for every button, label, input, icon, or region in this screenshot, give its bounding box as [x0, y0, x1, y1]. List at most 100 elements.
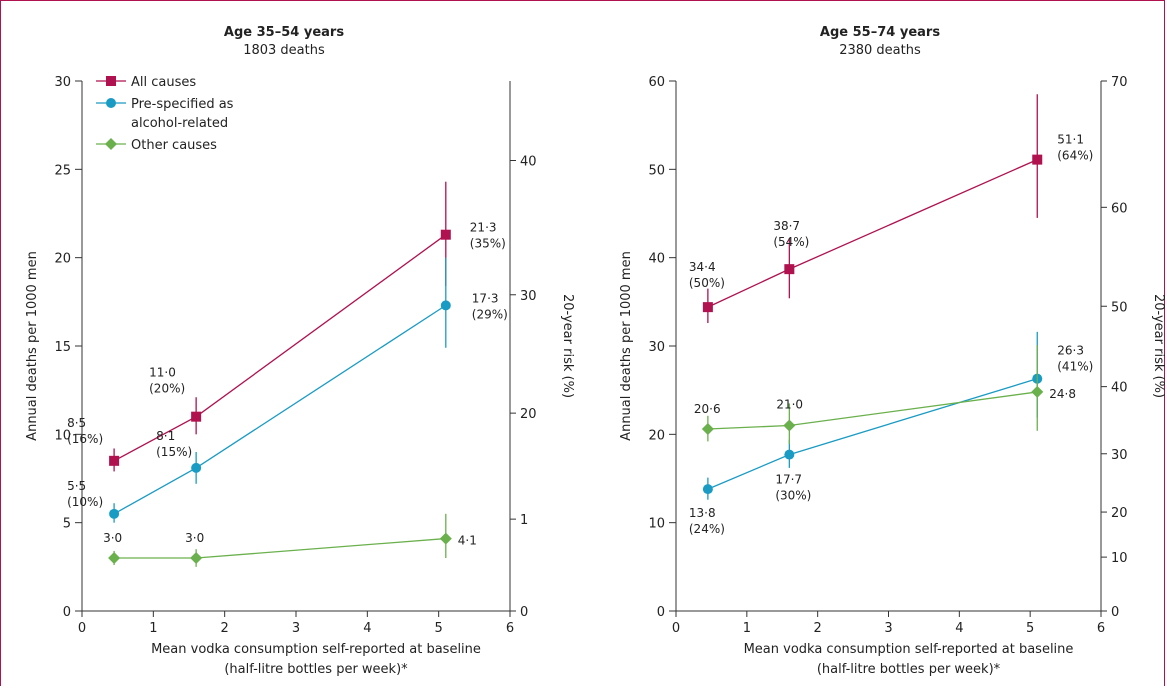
right-tick-label: 0 — [1111, 605, 1119, 620]
data-label: 34·4 — [689, 260, 716, 274]
series-other: 20·6 21·0 24·8 — [694, 345, 1076, 445]
series-line — [707, 378, 1038, 490]
data-label-risk: (64%) — [1057, 149, 1093, 163]
data-point-diamond — [439, 532, 452, 545]
series-line — [707, 391, 1038, 430]
x-tick-label: 2 — [814, 621, 822, 636]
right-tick-label: 50 — [1111, 300, 1128, 315]
data-point-square — [1032, 154, 1043, 165]
data-label: 38·7 — [773, 219, 800, 233]
data-label: 21·3 — [470, 221, 497, 235]
y-tick-label: 30 — [648, 340, 665, 355]
x-tick-label: 4 — [955, 621, 963, 636]
right-tick-label: 0 — [520, 605, 528, 620]
data-label: 17·7 — [775, 473, 802, 487]
y-tick-label: 5 — [63, 517, 71, 532]
y-tick-label: 0 — [657, 605, 665, 620]
right-tick-label: 30 — [1111, 448, 1128, 463]
series-line — [113, 304, 447, 515]
data-label: 21·0 — [776, 398, 803, 412]
data-label: 20·6 — [694, 402, 721, 416]
x-tick-label: 1 — [149, 621, 157, 636]
y-tick-label: 60 — [648, 75, 665, 90]
data-label-risk: (30%) — [775, 489, 811, 503]
right-tick-label: 10 — [1111, 551, 1128, 566]
data-label-risk: (20%) — [149, 382, 185, 396]
data-point-circle — [191, 462, 202, 473]
data-point-diamond — [190, 552, 203, 564]
data-label-risk: (35%) — [470, 237, 506, 251]
data-label-risk: (50%) — [689, 276, 725, 290]
x-tick-label: 4 — [363, 621, 371, 636]
data-label: 17·3 — [472, 291, 499, 305]
series-all-causes: 34·4 (50%) 38·7 (54%) 51·1 (64%) — [689, 94, 1093, 324]
y-tick-label: 25 — [54, 163, 71, 178]
chart-subtitle: 2380 deaths — [839, 43, 921, 58]
series-line — [114, 537, 446, 559]
series-other: 3·0 3·0 4·1 — [103, 513, 477, 567]
data-label-risk: (41%) — [1057, 360, 1093, 374]
x-tick-label: 0 — [672, 621, 680, 636]
chart-title: Age 35–54 years — [224, 25, 344, 40]
x-tick-label: 0 — [78, 621, 86, 636]
x-axis-label-2: (half-litre bottles per week)* — [224, 662, 408, 677]
data-point-diamond — [701, 423, 714, 436]
x-axis-label: Mean vodka consumption self-reported at … — [744, 642, 1074, 657]
legend-marker-circle — [106, 98, 116, 108]
right-tick-label: 60 — [1111, 201, 1128, 216]
y-tick-label: 0 — [63, 605, 71, 620]
data-label-risk: (24%) — [689, 522, 725, 536]
data-point-circle — [784, 449, 795, 460]
data-point-square — [440, 229, 451, 240]
right-tick-label: 20 — [1111, 506, 1128, 521]
chart-subtitle: 1803 deaths — [243, 43, 325, 58]
data-label: 4·1 — [458, 534, 477, 548]
data-point-square — [784, 264, 795, 275]
y-tick-label: 20 — [648, 428, 665, 443]
legend-marker-diamond — [105, 138, 117, 150]
data-point-circle — [109, 508, 120, 519]
legend-label-all-causes: All causes — [131, 75, 196, 90]
data-label: 51·1 — [1057, 133, 1084, 147]
right-tick-label: 1 — [520, 513, 528, 528]
data-point-diamond — [1031, 385, 1044, 398]
series-line — [707, 159, 1038, 308]
x-tick-label: 1 — [743, 621, 751, 636]
right-tick-label: 40 — [1111, 381, 1128, 396]
legend-label-alcohol-2: alcohol-related — [131, 116, 228, 131]
data-label-risk: (10%) — [67, 495, 103, 509]
x-axis-label: Mean vodka consumption self-reported at … — [151, 642, 481, 657]
y-tick-label: 20 — [54, 252, 71, 267]
y-tick-label: 15 — [54, 340, 71, 355]
data-label: 11·0 — [149, 366, 176, 380]
data-label: 5·5 — [67, 479, 86, 493]
series-alcohol: 13·8 (24%) 17·7 (30%) 26·3 (41%) — [689, 331, 1093, 536]
data-label-risk: (29%) — [472, 307, 508, 321]
legend: All causes Pre-specified as alcohol-relate… — [96, 75, 234, 153]
data-label: 13·8 — [689, 506, 716, 520]
data-label: 24·8 — [1049, 387, 1076, 401]
x-tick-label: 5 — [435, 621, 443, 636]
data-point-square — [702, 302, 713, 313]
x-tick-label: 2 — [221, 621, 229, 636]
data-label-risk: (15%) — [156, 445, 192, 459]
series-alcohol: 5·5 (10%) 8·1 (15%) 17·3 (29%) — [67, 257, 508, 523]
y-axis-label-right: 20-year risk (%) — [1151, 294, 1166, 398]
legend-label-alcohol: Pre-specified as — [131, 97, 234, 112]
data-label: 3·0 — [103, 531, 122, 545]
data-label: 8·5 — [67, 416, 86, 430]
data-label-risk: (54%) — [773, 235, 809, 249]
data-label: 26·3 — [1057, 344, 1084, 358]
y-tick-label: 10 — [648, 517, 665, 532]
data-label-risk: (16%) — [67, 432, 103, 446]
data-point-diamond — [783, 419, 796, 432]
x-axis-label-2: (half-litre bottles per week)* — [817, 662, 1001, 677]
series-all-causes: 8·5 (16%) 11·0 (20%) 21·3 (35%) — [67, 181, 506, 472]
data-label: 8·1 — [156, 429, 175, 443]
series-line — [113, 234, 447, 462]
legend-label-other: Other causes — [131, 138, 217, 153]
